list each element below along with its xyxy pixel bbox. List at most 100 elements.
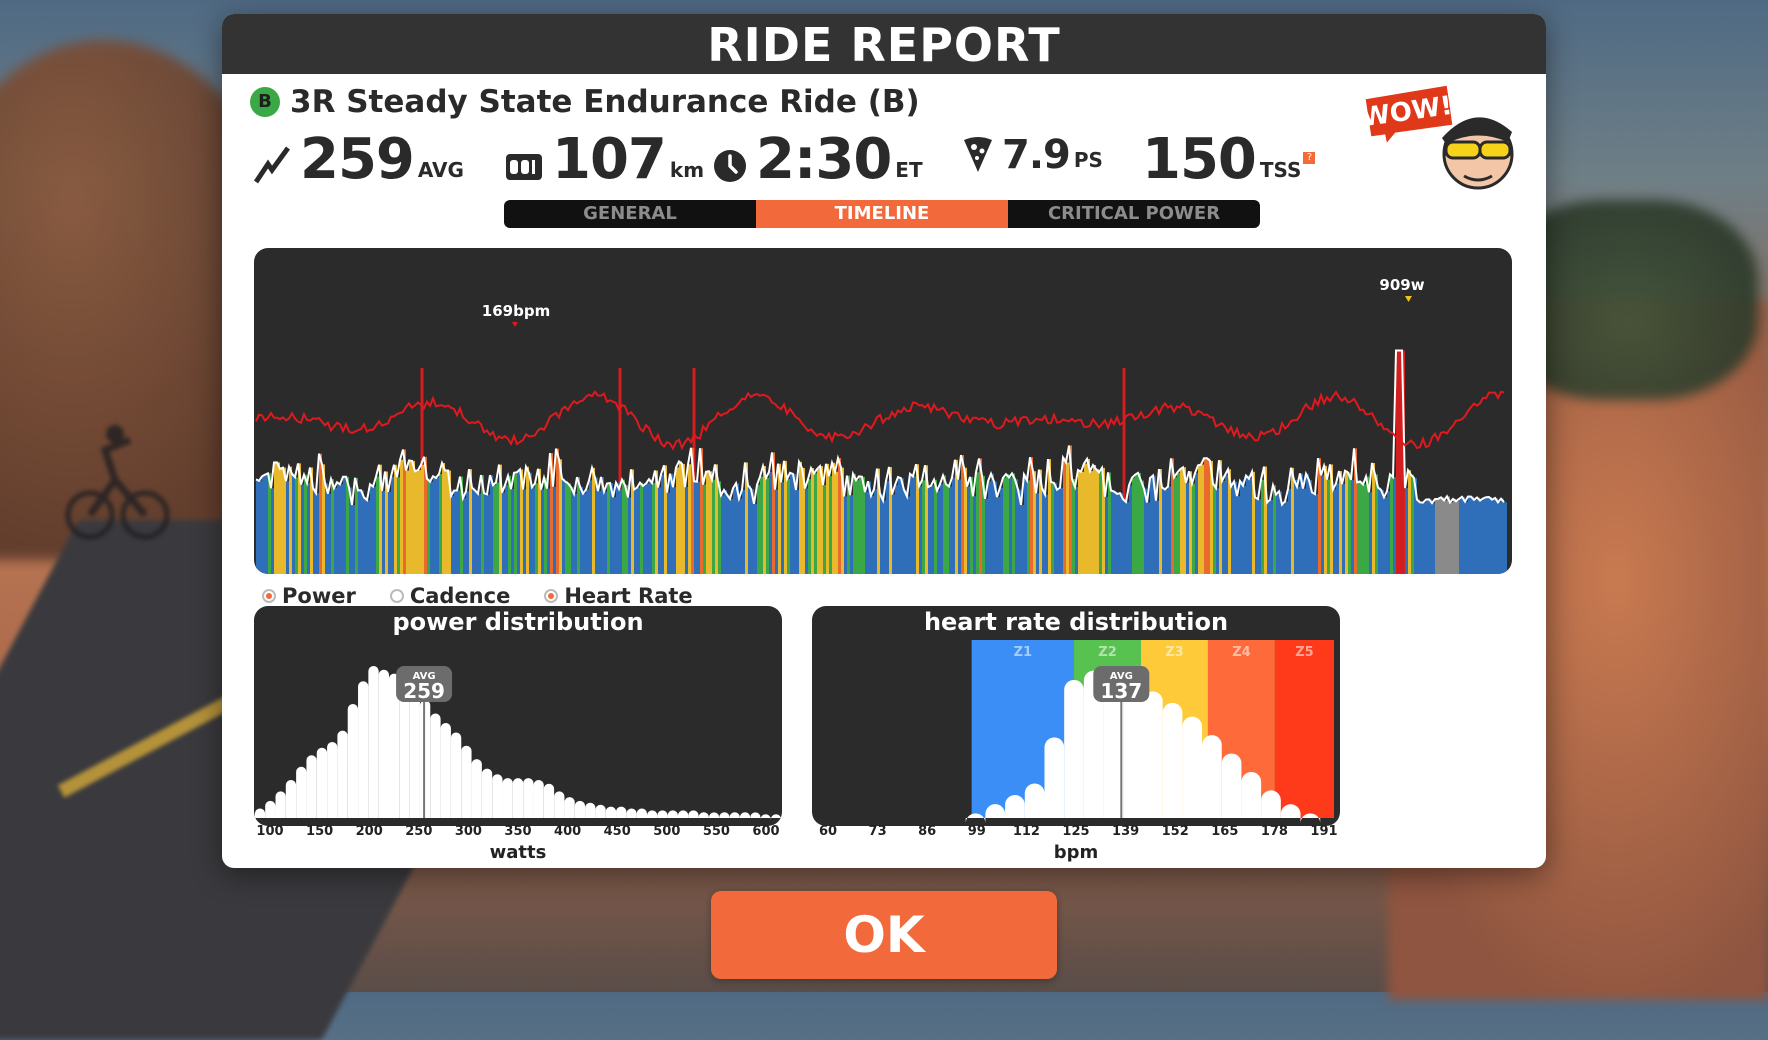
power-zone-bar [1132,477,1135,574]
panel-title: RIDE REPORT [707,18,1061,72]
pizza-value: 7.9 [1002,132,1071,178]
power-zone-bar [475,490,478,574]
power-zone-bar [1255,497,1258,574]
power-zone-bar [1225,475,1228,574]
power-zone-bar [1018,489,1021,574]
legend-power-label: Power [282,584,356,608]
heart-rate-radio-icon[interactable] [544,589,559,603]
power-zone-bar [553,486,556,574]
ok-button[interactable]: OK [711,891,1057,979]
panel-header: RIDE REPORT [222,14,1546,74]
power-zone-bar [439,473,442,574]
power-zone-bar [1153,475,1156,574]
power-zone-bar [1504,502,1507,574]
power-zone-bar [937,490,940,574]
legend-heart-rate[interactable]: Heart Rate [544,584,693,608]
distribution-bar [285,780,297,818]
power-zone-bar [766,477,769,574]
power-zone-bar [688,464,691,574]
power-zone-bar [529,472,532,574]
power-zone-bar [964,467,967,574]
power-zone-bar [1378,487,1381,574]
distribution-bar [595,804,606,818]
timeline-chart[interactable]: 909w 169bpm [254,248,1512,574]
power-zone-bar [1264,466,1267,574]
power-zone-bar [337,482,340,574]
power-zone-bar [1012,473,1015,574]
power-zone-bar [616,482,619,574]
power-zone-bar [763,466,766,574]
power-zone-bar [559,459,562,574]
power-zone-bar [628,497,631,574]
distribution-bar [626,808,637,818]
power-zone-bar [550,453,553,574]
distribution-bar [316,747,328,818]
power-zone-bar [751,489,754,574]
distribution-bar [440,723,451,818]
power-zone-bar [808,479,811,574]
tab-critical-power[interactable]: CRITICAL POWER [1047,203,1221,224]
power-zone-bar [1375,474,1378,574]
power-zone-bar [691,447,694,574]
distribution-bar [719,812,730,818]
power-zone-bar [985,498,988,574]
distribution-bar [419,700,431,818]
power-zone-bar [796,489,799,574]
power-zone-bar [283,467,286,574]
cadence-radio-icon[interactable] [389,589,404,603]
legend-power[interactable]: Power [262,584,356,608]
power-zone-bar [532,487,535,574]
power-zone-bar [517,472,520,574]
power-zone-bar [1327,479,1330,574]
tab-general[interactable]: GENERAL [583,203,677,224]
power-zone-bar [481,475,484,574]
power-radio-icon[interactable] [262,589,276,603]
axis-tick: 178 [1260,824,1288,839]
power-zone-bar [259,480,262,574]
power-zone-bar [625,485,628,574]
power-zone-bar [1279,491,1282,574]
power-zone-bar [823,485,826,574]
power-zone-bar [1336,483,1339,574]
tss-unit: TSS [1259,158,1302,182]
legend-cadence[interactable]: Cadence [389,584,510,608]
distribution-bar [698,812,709,818]
axis-tick: 191 [1310,824,1338,839]
power-zone-bar [1093,464,1096,574]
power-zone-bar [478,493,481,574]
power-zone-bar [622,479,625,574]
power-zone-bar [1309,480,1312,574]
power-zone-bar [820,466,823,574]
power-zone-bar [340,484,343,574]
distribution-bar [337,730,348,818]
distribution-bar [564,797,575,818]
power-zone-bar [1300,473,1303,574]
distribution-bar [471,759,482,818]
hr-zone-label: Z3 [1165,645,1183,660]
power-zone-bar [1405,488,1408,574]
power-zone-bar [1351,479,1354,574]
power-zone-bar [562,478,565,574]
power-zone-bar [676,467,679,574]
power-zone-bar [1282,504,1285,574]
wow-avatar: WOW! [1360,82,1514,190]
power-zone-bar [304,474,307,574]
power-zone-bar [472,487,475,574]
power-zone-bar [457,490,460,574]
power-zone-bar [1057,489,1060,574]
power-zone-bar [1306,473,1309,574]
tss-help-icon[interactable]: ? [1303,152,1316,164]
power-zone-bar [1084,463,1087,574]
power-zone-bar [907,496,910,574]
distribution-bar [750,812,761,818]
ride-report-panel: RIDE REPORT B 3R Steady State Endurance … [222,14,1546,868]
hr-zone-label: Z5 [1295,645,1313,660]
power-zone-bar [346,476,349,574]
tab-timeline[interactable]: TIMELINE [756,200,1008,228]
power-zone-bar [508,475,511,574]
power-zone-bar [1294,479,1297,574]
distribution-bar [409,690,420,818]
power-zone-bar [1024,474,1027,574]
distribution-bar [1044,737,1065,818]
power-zone-bar [832,462,835,574]
